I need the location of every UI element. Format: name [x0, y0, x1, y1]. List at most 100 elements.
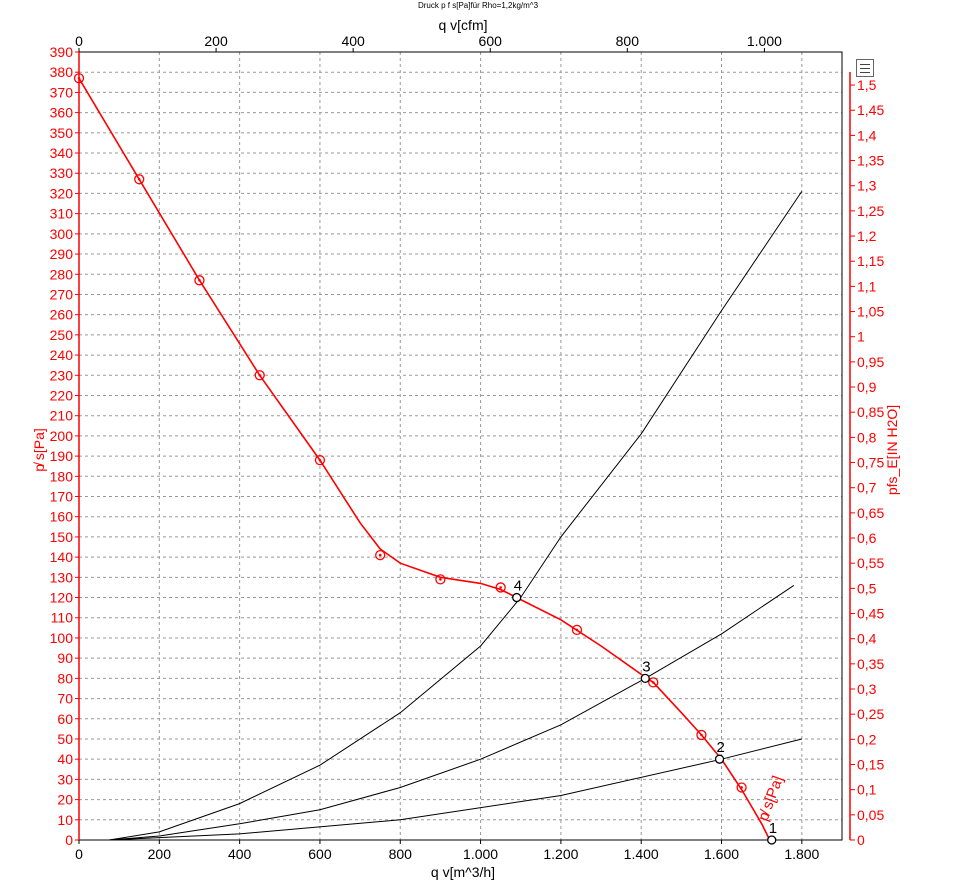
pressure-marker	[375, 549, 386, 561]
y-tick-label: 270	[50, 286, 74, 302]
x-tick-label: 200	[148, 846, 172, 862]
y2-tick-label: 0,8	[857, 429, 877, 445]
pressure-marker	[194, 275, 205, 286]
left-y-axis-title: p̸ s[Pa]	[31, 428, 47, 472]
y2-tick-label: 0,35	[857, 656, 884, 672]
y-tick-label: 320	[50, 185, 74, 201]
y2-tick-label: 1,2	[857, 228, 877, 244]
y2-tick-label: 1,3	[857, 178, 877, 194]
y2-tick-label: 1,15	[857, 253, 884, 269]
y2-tick-label: 0,1	[857, 782, 877, 798]
system-curve-3	[109, 738, 802, 841]
x2-tick-label: 1.000	[747, 33, 782, 49]
y2-tick-label: 1,5	[857, 77, 877, 93]
pressure-marker	[571, 624, 583, 636]
x2-tick-label: 400	[341, 33, 365, 49]
y-tick-label: 310	[50, 206, 74, 222]
pressure-marker	[73, 73, 85, 84]
y-tick-label: 350	[50, 125, 74, 141]
y-tick-label: 260	[50, 307, 74, 323]
y2-tick-label: 0,45	[857, 606, 884, 622]
operating-point-3	[640, 673, 650, 684]
y2-tick-label: 0,95	[857, 354, 884, 370]
y-tick-label: 330	[50, 165, 74, 181]
x-tick-label: 0	[75, 846, 83, 862]
pressure-marker-dot	[700, 733, 703, 737]
pressure-marker-dot	[378, 553, 382, 557]
x-tick-label: 800	[389, 846, 413, 862]
y-tick-label: 380	[50, 64, 74, 80]
y2-tick-label: 0,5	[857, 580, 877, 596]
x2-tick-label: 200	[204, 33, 228, 49]
y-tick-label: 280	[50, 266, 74, 282]
operating-point-label-1: 1	[769, 820, 777, 837]
x-tick-label: 1.400	[624, 846, 659, 862]
series	[73, 73, 803, 841]
y2-tick-label: 1,4	[857, 127, 877, 143]
operating-point-label-4: 4	[514, 578, 522, 595]
y-tick-label: 340	[50, 145, 74, 161]
y2-tick-label: 0,55	[857, 555, 884, 571]
x-tick-label: 1.200	[543, 846, 578, 862]
x-tick-label: 1.800	[784, 846, 819, 862]
y2-tick-label: 0,05	[857, 807, 884, 823]
y-tick-label: 210	[50, 408, 74, 424]
pressure-marker	[696, 729, 707, 741]
operating-point-1	[767, 835, 777, 845]
y-tick-label: 250	[50, 327, 74, 343]
y2-tick-label: 0,7	[857, 480, 877, 496]
curve-label: p̸ s[Pa]	[755, 774, 787, 824]
system-curve-2	[109, 584, 795, 841]
pressure-marker	[435, 574, 446, 585]
y-tick-label: 70	[57, 691, 73, 707]
pressure-marker-dot	[137, 177, 141, 181]
pressure-marker	[314, 454, 326, 466]
y-tick-label: 10	[57, 812, 73, 828]
y-tick-label: 230	[50, 367, 74, 383]
y-tick-label: 160	[50, 509, 74, 525]
y2-tick-label: 0,75	[857, 455, 884, 471]
y-tick-label: 390	[50, 44, 74, 60]
y-tick-label: 80	[57, 670, 73, 686]
system-curve-1	[109, 191, 803, 841]
y-tick-label: 180	[50, 468, 74, 484]
operating-point-2	[714, 754, 725, 764]
y-tick-label: 130	[50, 569, 74, 585]
y-tick-label: 170	[50, 489, 74, 505]
grid	[79, 52, 842, 840]
pressure-marker-dot	[318, 458, 322, 462]
y2-tick-label: 0,9	[857, 379, 877, 395]
chart-toolbar-icon[interactable]	[856, 59, 874, 77]
y-tick-label: 40	[57, 751, 73, 767]
x2-tick-label: 0	[75, 33, 83, 49]
y-tick-label: 30	[57, 771, 73, 787]
y2-tick-label: 0,85	[857, 404, 884, 420]
y2-tick-label: 0,15	[857, 757, 884, 773]
y-tick-label: 360	[50, 105, 74, 121]
y-tick-label: 20	[57, 792, 73, 808]
y-tick-label: 200	[50, 428, 74, 444]
operating-points: 4 3 2 1	[512, 578, 777, 845]
y2-tick-label: 0,65	[857, 505, 884, 521]
pressure-curve	[78, 77, 771, 841]
x-tick-label: 1.000	[463, 846, 498, 862]
plot-frame	[78, 51, 843, 841]
chart-title: Druck p f s[Pa]für Rho=1,2kg/m^3	[418, 1, 539, 10]
x2-tick-label: 600	[479, 33, 503, 49]
y-tick-label: 60	[57, 711, 73, 727]
right-y-axis-title: pfs_E[IN H2O]	[884, 405, 900, 495]
y2-tick-label: 1,1	[857, 278, 877, 294]
y2-tick-label: 1,25	[857, 203, 884, 219]
y-tick-label: 110	[51, 610, 74, 626]
y-tick-label: 90	[57, 650, 73, 666]
pressure-marker-dot	[258, 373, 262, 377]
pressure-marker-dot	[575, 628, 579, 632]
y-tick-label: 0	[65, 832, 73, 848]
y-tick-label: 150	[50, 529, 74, 545]
pressure-marker-dot	[499, 586, 502, 589]
pressure-marker-dot	[651, 681, 655, 684]
bottom-x-axis-title: q v[m^3/h]	[431, 864, 495, 880]
pressure-marker-dot	[740, 786, 743, 789]
y2-tick-label: 1	[857, 329, 865, 345]
y-tick-label: 140	[50, 549, 74, 565]
